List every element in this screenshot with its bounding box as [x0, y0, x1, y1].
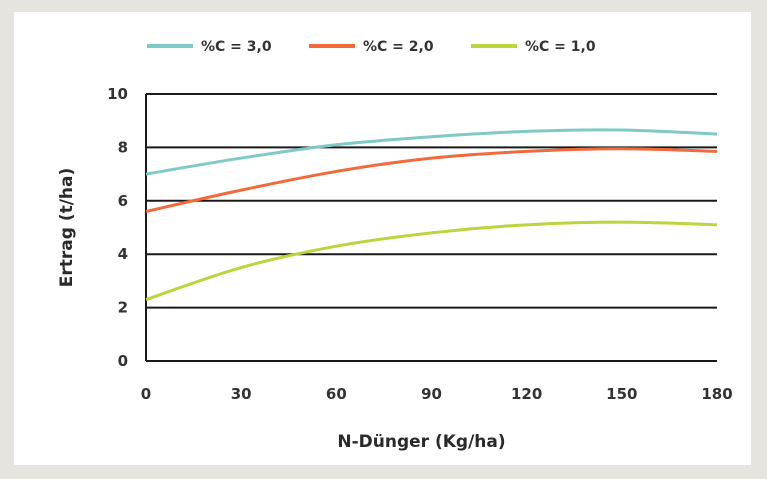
legend-label: %C = 3,0: [201, 39, 272, 55]
x-tick-label: 90: [421, 385, 442, 403]
legend-label: %C = 1,0: [525, 39, 596, 55]
grid-lines: [145, 93, 717, 362]
x-tick-label: 30: [231, 385, 252, 403]
series-line: [145, 128, 718, 176]
line-chart: %C = 3,0 %C = 2,0 %C = 1,0 0 2 4 6 8 10 0 30 60 90…: [57, 39, 733, 452]
y-tick-label: 8: [118, 138, 128, 156]
y-tick-label: 2: [118, 299, 128, 317]
y-axis-title: Ertrag (t/ha): [57, 168, 77, 288]
legend-label: %C = 2,0: [363, 39, 434, 55]
x-tick-label: 180: [701, 385, 732, 403]
series-line: [145, 147, 718, 213]
legend: %C = 3,0 %C = 2,0 %C = 1,0: [147, 39, 596, 55]
y-tick-label: 6: [118, 192, 128, 210]
x-axis-title: N-Dünger (Kg/ha): [337, 432, 505, 452]
x-tick-label: 150: [606, 385, 637, 403]
x-tick-labels: 0 30 60 90 120 150 180: [141, 385, 733, 403]
y-tick-label: 0: [118, 352, 128, 370]
x-tick-label: 0: [141, 385, 151, 403]
y-tick-labels: 0 2 4 6 8 10: [107, 85, 128, 370]
y-tick-label: 4: [118, 245, 128, 263]
x-tick-label: 120: [511, 385, 542, 403]
x-tick-label: 60: [326, 385, 347, 403]
y-tick-label: 10: [107, 85, 128, 103]
series-lines: [145, 128, 718, 302]
series-line: [145, 220, 718, 302]
chart-frame: %C = 3,0 %C = 2,0 %C = 1,0 0 2 4 6 8 10 0 30 60 90…: [14, 12, 751, 465]
